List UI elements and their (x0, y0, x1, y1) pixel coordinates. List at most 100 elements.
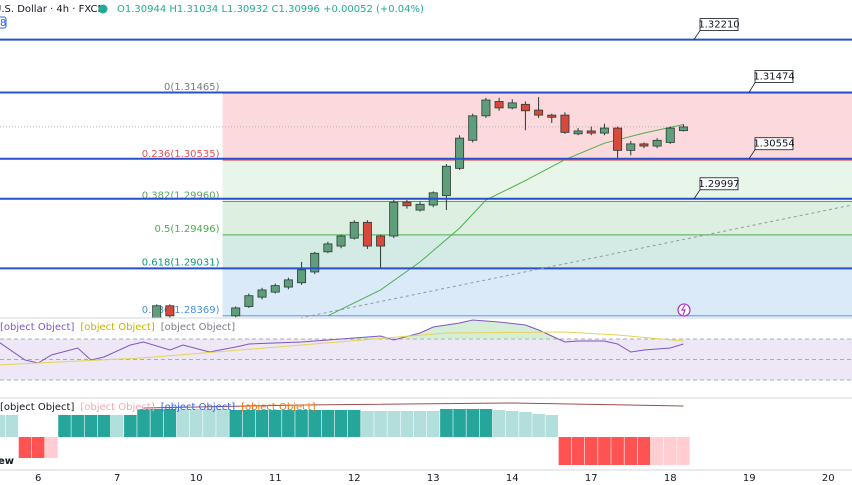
histogram-bar (255, 410, 269, 437)
candle-body (283, 279, 293, 288)
price-label-box (754, 137, 794, 151)
histogram-bar (677, 437, 690, 465)
rsi-pane (0, 319, 852, 381)
histogram-bar (229, 410, 242, 437)
logo-text: ew (0, 456, 14, 467)
candle-body (520, 103, 530, 112)
histogram-bar (84, 415, 98, 437)
candle-body (678, 126, 688, 132)
indicator-line (143, 402, 684, 409)
candle-body (336, 235, 346, 247)
histogram-bar (440, 409, 453, 437)
histogram-bar (400, 411, 414, 437)
candle-body (560, 114, 570, 133)
candle-body (297, 269, 307, 284)
candle-body (626, 143, 636, 151)
histogram-bar (505, 411, 519, 437)
histogram-bar (176, 409, 190, 437)
badge[interactable] (0, 16, 7, 29)
candle-body (494, 101, 504, 109)
price-label: 1.30554 (753, 139, 794, 150)
indicator-line (327, 124, 684, 317)
histogram-bar (334, 410, 348, 437)
histogram-bar (426, 411, 440, 437)
price-label-box (754, 70, 794, 83)
histogram-bar (637, 437, 651, 465)
histogram-bar (97, 415, 111, 437)
fib-band (222, 160, 852, 202)
histogram-bar (361, 411, 374, 437)
candle-body (507, 102, 517, 109)
candle-body (586, 130, 596, 134)
candle-body (244, 295, 254, 307)
histogram-bar (571, 437, 585, 465)
pane-header: [object Object] (161, 322, 235, 333)
candle-body (573, 130, 583, 135)
label-leader (693, 189, 701, 200)
histogram-bar (5, 415, 19, 437)
price-label: 1.29997 (698, 179, 739, 190)
x-tick-label: 6 (35, 473, 41, 484)
label-leader (748, 149, 756, 159)
candle-body (547, 114, 557, 118)
histogram-bar (374, 411, 387, 437)
histogram-bar (650, 437, 664, 465)
histogram-bar (45, 437, 58, 458)
histogram-bar (598, 437, 611, 465)
histogram-bar (242, 410, 256, 437)
indicator-line (0, 319, 684, 364)
pane-header: [object Object] (80, 402, 154, 413)
histogram-bar (308, 410, 322, 437)
overbought-fill (341, 320, 559, 339)
histogram-bar (624, 437, 638, 465)
trend-line (299, 204, 852, 319)
x-tick-label: 17 (585, 473, 598, 484)
fib-band (222, 268, 852, 316)
candle-body (652, 139, 662, 147)
histogram-bar (545, 415, 559, 437)
fib-label: 0.618(1.29031) (142, 257, 220, 268)
x-tick-label: 18 (664, 473, 677, 484)
histogram-bar (58, 415, 71, 437)
event-icon-bolt (680, 304, 686, 316)
x-tick-label: 11 (269, 473, 282, 484)
price-label-box (699, 18, 739, 31)
label-leader (748, 82, 756, 93)
histogram-bar (479, 409, 493, 437)
fib-label: 0.5(1.29496) (154, 224, 219, 235)
candle-body (613, 127, 623, 151)
x-tick-label: 19 (743, 473, 756, 484)
histogram-bar (71, 415, 84, 437)
status-dot (98, 4, 108, 14)
fib-label: 0.382(1.29960) (142, 190, 220, 201)
candle-body (349, 221, 359, 239)
candle-body (599, 127, 609, 134)
pane-header: [object Object] (80, 322, 154, 333)
histogram-bar (282, 410, 295, 437)
histogram-bar (413, 411, 427, 437)
histogram-bar (611, 437, 624, 465)
ohlc-values: O1.30944 H1.31034 L1.30932 C1.30996 +0.0… (117, 4, 424, 15)
symbol-title: U.S. Dollar · 4h · FXCM (0, 4, 106, 15)
histogram-bar (124, 415, 137, 437)
x-tick-label: 20 (822, 473, 835, 484)
pane-header: [object Object] (161, 402, 235, 413)
candle-body (534, 109, 544, 116)
histogram-bar (137, 409, 150, 437)
candle-body (231, 307, 241, 317)
candle-body (481, 99, 491, 117)
label-leader (693, 30, 701, 40)
histogram-bar (163, 409, 177, 437)
histogram-bar (110, 415, 124, 437)
histogram-bar (532, 414, 545, 437)
histogram-bar (584, 437, 598, 465)
candle-body (665, 127, 675, 143)
histogram-bar (321, 410, 335, 437)
pane-header: [object Object] (0, 322, 74, 333)
fib-label: 0(1.31465) (164, 82, 220, 93)
overlay: U.S. Dollar · 4h · FXCM O1.30944 H1.3103… (0, 4, 852, 484)
x-tick-label: 10 (190, 473, 203, 484)
histogram-bar (268, 410, 282, 437)
